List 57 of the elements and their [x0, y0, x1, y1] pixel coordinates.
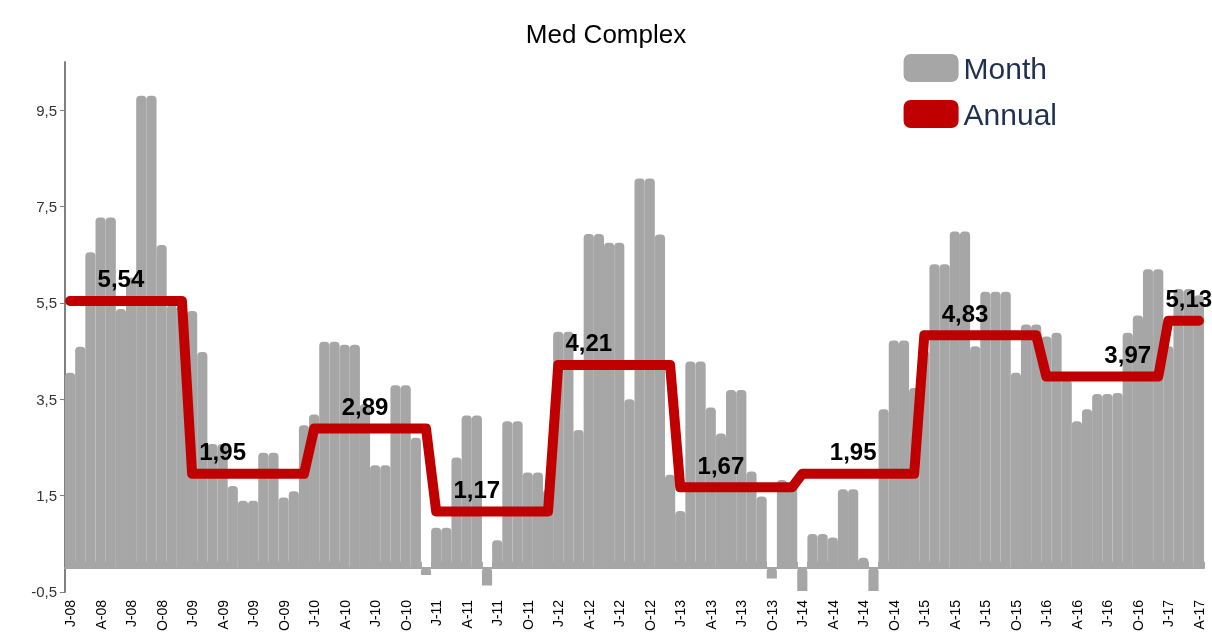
data-label: 1,95 [829, 438, 877, 466]
x-tick-label: J-12 [611, 599, 628, 628]
data-label: 4,21 [565, 329, 613, 357]
x-tick-label: J-17 [1160, 599, 1177, 628]
x-tick-label: J-15 [916, 599, 933, 628]
legend-label: Annual [963, 97, 1058, 131]
y-tick-label: -0,5 [31, 583, 57, 601]
x-tick-label: J-09 [245, 599, 262, 628]
x-tick-label: J-11 [428, 599, 445, 627]
y-tick-label: 3,5 [36, 390, 57, 408]
x-tick-label: J-09 [184, 599, 201, 628]
x-tick-label: A-08 [92, 599, 109, 630]
chart-title: Med Complex [525, 19, 687, 49]
x-tick-label: J-13 [672, 599, 689, 628]
y-tick-label: 5,5 [36, 294, 57, 312]
x-tick-label: A-09 [214, 599, 231, 630]
x-tick-label: O-15 [1007, 599, 1024, 631]
x-tick-label: J-08 [123, 599, 140, 628]
x-tick-label: A-11 [458, 599, 475, 629]
x-tick-label: O-13 [763, 599, 780, 631]
x-tick-label: J-16 [1099, 599, 1116, 628]
x-tick-label: A-16 [1068, 599, 1085, 630]
y-tick-label: 1,5 [36, 487, 57, 505]
x-tick-label: O-16 [1129, 599, 1146, 631]
x-tick-label: O-11 [519, 599, 536, 630]
x-tick-label: O-08 [153, 599, 170, 631]
x-tick-label: A-13 [702, 599, 719, 630]
x-tick-label: J-10 [306, 599, 323, 628]
x-tick-label: J-10 [367, 599, 384, 628]
x-tick-label: A-15 [946, 599, 963, 630]
y-tick-label: 7,5 [36, 198, 57, 216]
x-tick-label: A-17 [1190, 599, 1207, 630]
x-tick-label: J-11 [489, 599, 506, 627]
x-tick-label: O-10 [397, 599, 414, 631]
data-label: 4,83 [941, 299, 989, 327]
x-tick-label: J-16 [1038, 599, 1055, 628]
data-label: 3,97 [1104, 341, 1152, 369]
x-tick-label: J-12 [550, 599, 567, 628]
data-label: 1,95 [199, 438, 246, 466]
x-tick-label: J-13 [733, 599, 750, 628]
x-tick-label: J-14 [794, 599, 811, 628]
data-label: 2,89 [341, 393, 389, 421]
data-label: 1,67 [697, 451, 745, 479]
x-tick-label: O-12 [641, 599, 658, 631]
data-label: 5,54 [97, 265, 145, 293]
x-tick-label: A-12 [580, 599, 597, 630]
x-tick-label: A-14 [824, 599, 841, 630]
legend-label: Month [963, 51, 1047, 85]
data-label: 5,13 [1165, 285, 1212, 313]
x-tick-label: J-08 [62, 599, 79, 628]
x-tick-label: J-14 [855, 599, 872, 628]
x-tick-label: A-10 [336, 599, 353, 630]
data-label: 1,17 [453, 475, 501, 503]
x-tick-label: J-15 [977, 599, 994, 628]
y-tick-label: 9,5 [36, 101, 57, 119]
x-tick-label: O-14 [885, 599, 902, 631]
x-tick-label: O-09 [275, 599, 292, 631]
